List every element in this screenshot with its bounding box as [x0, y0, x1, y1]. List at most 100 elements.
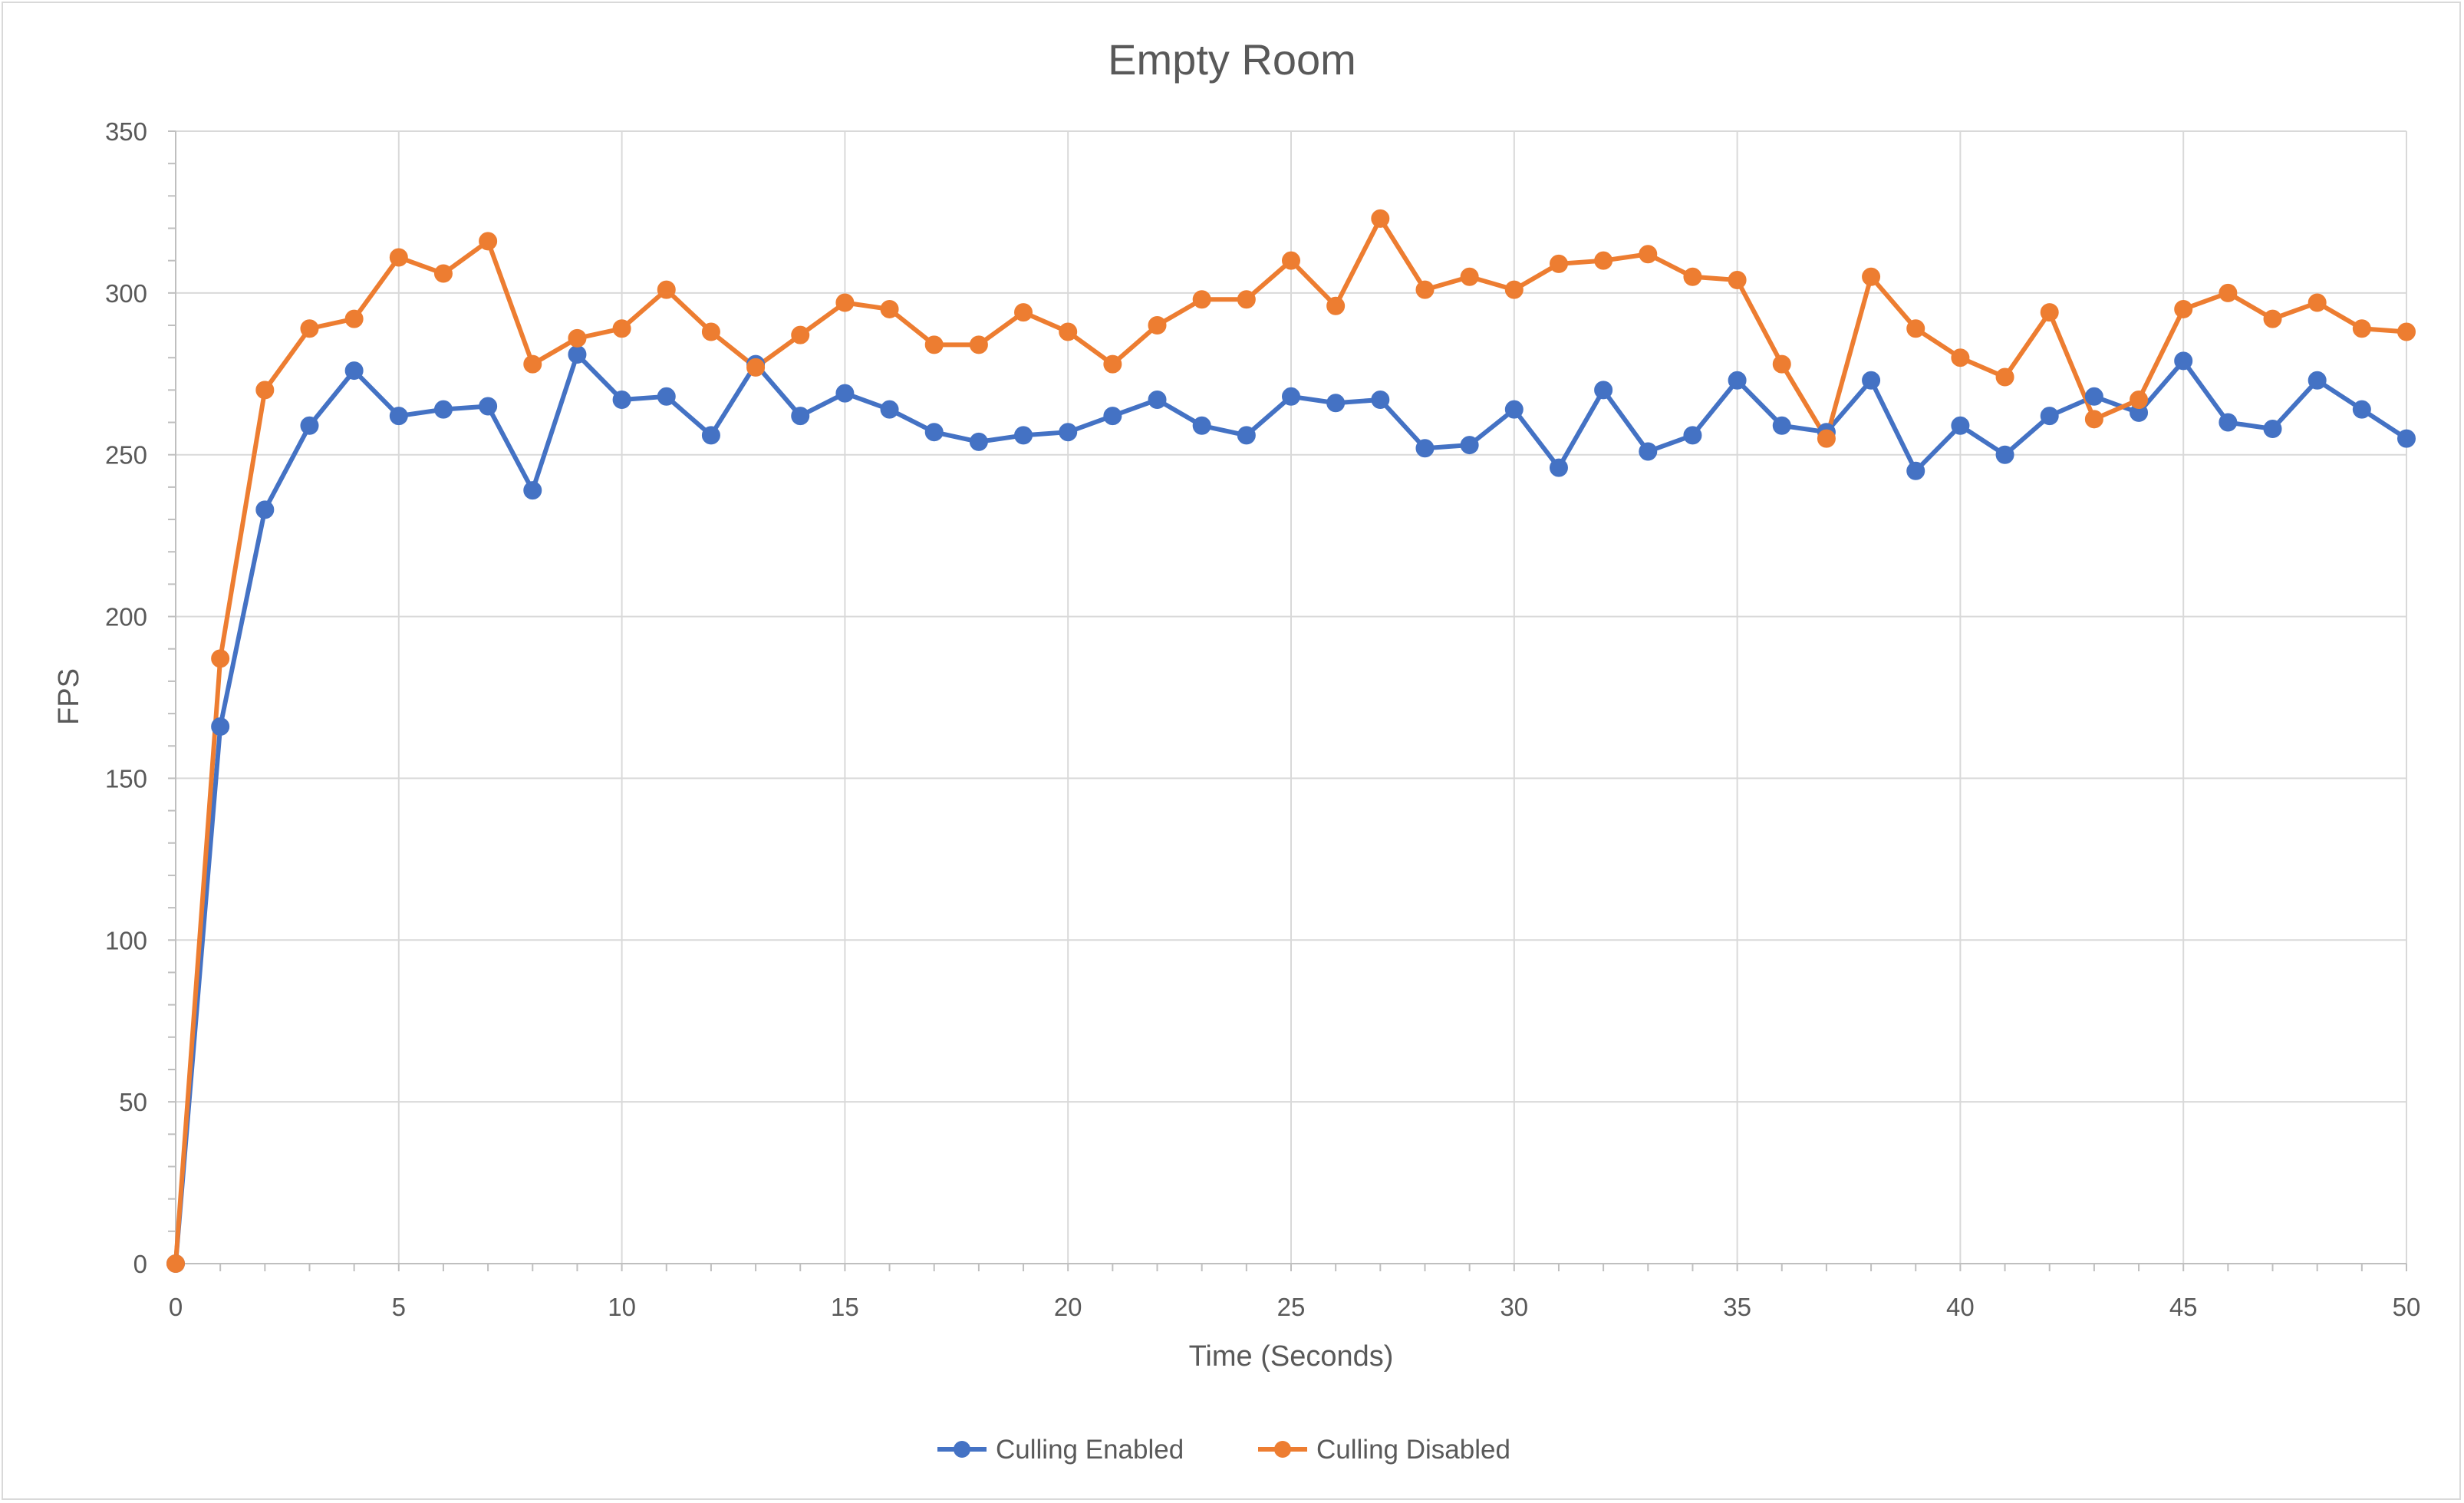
- data-point-series-2: [1014, 303, 1033, 322]
- data-point-series-2: [657, 280, 676, 299]
- data-point-series-1: [211, 717, 230, 736]
- data-point-series-2: [2308, 293, 2327, 312]
- data-point-series-1: [1639, 442, 1658, 461]
- chart-title: Empty Room: [1108, 35, 1356, 84]
- y-tick-label: 250: [105, 441, 147, 470]
- data-point-series-2: [2352, 319, 2371, 338]
- data-point-series-2: [1683, 267, 1702, 286]
- data-point-series-2: [880, 299, 899, 318]
- data-point-series-2: [2263, 309, 2282, 328]
- x-tick-label: 30: [1500, 1293, 1528, 1321]
- legend: Culling Enabled Culling Disabled: [937, 1435, 1510, 1465]
- x-tick-label: 45: [2169, 1293, 2198, 1321]
- data-point-series-2: [1995, 368, 2014, 387]
- y-tick-label: 200: [105, 603, 147, 631]
- data-point-series-1: [1371, 391, 1390, 410]
- data-point-series-1: [2084, 387, 2103, 406]
- x-tick-label: 50: [2393, 1293, 2421, 1321]
- data-point-series-1: [1995, 445, 2014, 464]
- x-tick-label: 25: [1277, 1293, 1306, 1321]
- data-point-series-2: [433, 264, 453, 283]
- y-axis-title: FPS: [53, 668, 85, 725]
- data-point-series-2: [1059, 322, 1078, 341]
- data-point-series-2: [166, 1254, 185, 1273]
- x-tick-label: 0: [169, 1293, 183, 1321]
- data-point-series-1: [969, 432, 988, 451]
- data-point-series-1: [344, 361, 364, 381]
- data-point-series-1: [835, 384, 855, 403]
- data-point-series-2: [1728, 270, 1747, 289]
- data-point-series-1: [1415, 439, 1435, 458]
- data-point-series-1: [701, 426, 720, 445]
- data-point-series-2: [255, 381, 275, 400]
- axes: [168, 130, 2407, 1271]
- data-point-series-2: [1772, 354, 1791, 374]
- data-point-series-1: [1772, 416, 1791, 435]
- data-point-series-1: [1728, 371, 1747, 390]
- legend-label: Culling Disabled: [1316, 1435, 1510, 1465]
- x-tick-label: 10: [608, 1293, 636, 1321]
- data-point-series-2: [1639, 245, 1658, 264]
- data-point-series-2: [835, 293, 855, 312]
- y-tick-label: 100: [105, 926, 147, 954]
- data-point-series-1: [255, 500, 275, 519]
- data-point-series-2: [2174, 299, 2193, 318]
- data-point-series-1: [612, 391, 631, 410]
- data-point-series-2: [1148, 316, 1167, 335]
- data-point-series-1: [1014, 426, 1033, 445]
- data-point-series-1: [1460, 436, 1479, 455]
- data-point-series-1: [479, 397, 498, 416]
- data-point-series-1: [1059, 423, 1078, 442]
- data-point-series-2: [969, 335, 988, 354]
- data-point-series-2: [791, 325, 810, 344]
- x-tick-label: 35: [1723, 1293, 1751, 1321]
- data-point-series-1: [2219, 413, 2238, 432]
- data-point-series-1: [1683, 426, 1702, 445]
- data-point-series-1: [1192, 416, 1211, 435]
- data-point-series-1: [2308, 371, 2327, 390]
- data-point-series-1: [568, 344, 587, 364]
- data-point-series-1: [1549, 458, 1568, 477]
- data-point-series-2: [1103, 354, 1122, 374]
- data-point-series-2: [1326, 296, 1346, 315]
- data-point-series-1: [1282, 387, 1300, 406]
- y-tick-label: 0: [133, 1250, 147, 1278]
- data-point-series-2: [568, 328, 587, 348]
- legend-marker: [1274, 1441, 1291, 1458]
- data-point-series-2: [1504, 280, 1524, 299]
- data-point-series-1: [523, 481, 542, 500]
- data-point-series-2: [2084, 410, 2103, 429]
- data-point-series-2: [1862, 267, 1881, 286]
- series-points: [166, 209, 2416, 1273]
- data-point-series-1: [880, 400, 899, 419]
- data-point-series-2: [211, 649, 230, 668]
- data-point-series-2: [2219, 283, 2238, 302]
- data-point-series-2: [1282, 251, 1300, 270]
- data-point-series-1: [300, 416, 319, 435]
- data-point-series-2: [1951, 348, 1970, 368]
- data-point-series-2: [2040, 303, 2059, 322]
- data-point-series-2: [701, 322, 720, 341]
- data-point-series-1: [791, 407, 810, 426]
- data-point-series-1: [1103, 407, 1122, 426]
- data-point-series-1: [2352, 400, 2371, 419]
- y-tick-label: 150: [105, 764, 147, 793]
- data-point-series-2: [1371, 209, 1390, 228]
- data-point-series-1: [1906, 461, 1925, 480]
- data-point-series-1: [1951, 416, 1970, 435]
- data-point-series-1: [1148, 391, 1167, 410]
- x-axis-title: Time (Seconds): [1189, 1340, 1394, 1373]
- y-tick-label: 50: [119, 1088, 147, 1116]
- data-point-series-1: [2397, 429, 2416, 448]
- x-tick-label: 40: [1946, 1293, 1975, 1321]
- data-point-series-2: [1415, 280, 1435, 299]
- data-point-series-2: [344, 309, 364, 328]
- data-point-series-2: [746, 358, 766, 377]
- legend-marker: [954, 1441, 970, 1458]
- gridlines: [176, 130, 2407, 1264]
- data-point-series-2: [523, 354, 542, 374]
- data-point-series-2: [1460, 267, 1479, 286]
- data-point-series-1: [2263, 419, 2282, 438]
